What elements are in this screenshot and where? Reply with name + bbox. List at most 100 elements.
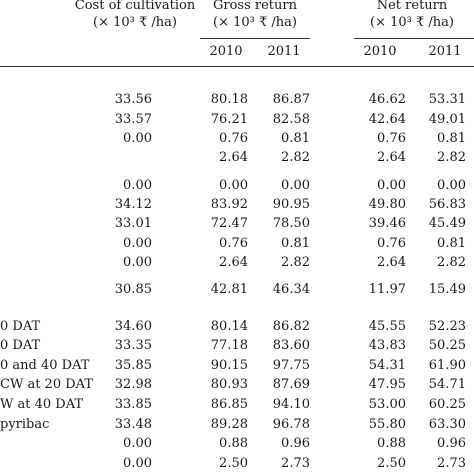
net-2011-cell: 45.49 — [428, 216, 466, 231]
net-2011-cell: 0.96 — [437, 436, 466, 451]
gross-2010-cell: 80.93 — [210, 377, 248, 392]
header-net-title: Net return — [376, 0, 448, 13]
gross-2010-cell: 2.64 — [219, 150, 248, 165]
cost-cell: 33.57 — [114, 112, 152, 127]
net-2010-cell: 46.62 — [368, 92, 406, 107]
cost-cell: 34.12 — [114, 197, 152, 212]
gross-2010-cell: 0.76 — [219, 131, 248, 146]
gross-2010-cell: 0.88 — [219, 436, 248, 451]
gross-2011-cell: 86.82 — [272, 319, 310, 334]
gross-2010-cell: 80.18 — [210, 92, 248, 107]
gross-2011-cell: 97.75 — [272, 358, 310, 373]
cost-cell: 34.60 — [114, 319, 152, 334]
net-2010-cell: 2.64 — [377, 255, 406, 270]
net-2011-cell: 60.25 — [428, 397, 466, 412]
net-2011-cell: 52.23 — [428, 319, 466, 334]
header-cost-title: Cost of cultivation — [74, 0, 196, 13]
net-2011-cell: 50.25 — [428, 338, 466, 353]
gross-2011-cell: 0.81 — [281, 131, 310, 146]
cost-cell: 33.01 — [114, 216, 152, 231]
net-2011-cell: 2.82 — [437, 255, 466, 270]
gross-2011-cell: 0.81 — [281, 236, 310, 251]
net-2010-cell: 55.80 — [368, 417, 406, 432]
cost-cell: 32.98 — [114, 377, 152, 392]
row-label-cell: 0 DAT — [0, 338, 41, 353]
gross-2010-cell: 0.00 — [219, 178, 248, 193]
cost-cell: 0.00 — [123, 178, 152, 193]
net-2010-cell: 2.50 — [377, 456, 406, 471]
net-2011-cell: 61.90 — [428, 358, 466, 373]
gross-2011-cell: 0.96 — [281, 436, 310, 451]
gross-2011-cell: 2.73 — [281, 456, 310, 471]
cost-cell: 0.00 — [123, 236, 152, 251]
net-2010-cell: 42.64 — [368, 112, 406, 127]
net-2011-cell: 0.81 — [437, 236, 466, 251]
net-2010-cell: 0.88 — [377, 436, 406, 451]
net-2010-cell: 54.31 — [368, 358, 406, 373]
cost-cell: 33.56 — [114, 92, 152, 107]
net-2011-cell: 2.73 — [437, 456, 466, 471]
net-2010-cell: 0.76 — [377, 236, 406, 251]
gross-2011-cell: 0.00 — [281, 178, 310, 193]
net-2011-cell: 0.81 — [437, 131, 466, 146]
row-label-cell: CW at 20 DAT — [0, 377, 93, 392]
net-spanner-rule — [354, 38, 474, 39]
net-2010-cell: 49.80 — [368, 197, 406, 212]
gross-2011-cell: 94.10 — [272, 397, 310, 412]
gross-2010-cell: 89.28 — [210, 417, 248, 432]
gross-2011-cell: 2.82 — [281, 255, 310, 270]
net-2011-cell: 0.00 — [437, 178, 466, 193]
header-gross-title: Gross return — [213, 0, 297, 13]
gross-2011-cell: 78.50 — [272, 216, 310, 231]
gross-2011-cell: 96.78 — [272, 417, 310, 432]
gross-2010-cell: 80.14 — [210, 319, 248, 334]
cost-cell: 0.00 — [123, 255, 152, 270]
gross-2011-cell: 86.87 — [272, 92, 310, 107]
gross-2010-cell: 2.64 — [219, 255, 248, 270]
row-label-cell: 0 DAT — [0, 319, 41, 334]
gross-2010-cell: 0.76 — [219, 236, 248, 251]
net-2011-cell: 56.83 — [428, 197, 466, 212]
net-2010-cell: 39.46 — [368, 216, 406, 231]
cost-cell: 33.35 — [114, 338, 152, 353]
net-2010-cell: 53.00 — [368, 397, 406, 412]
year-net-2010: 2010 — [363, 44, 397, 59]
net-2010-cell: 11.97 — [368, 282, 406, 297]
year-gross-2011: 2011 — [267, 44, 301, 59]
gross-2011-cell: 82.58 — [272, 112, 310, 127]
gross-2010-cell: 72.47 — [210, 216, 248, 231]
gross-2011-cell: 90.95 — [272, 197, 310, 212]
gross-2010-cell: 83.92 — [210, 197, 248, 212]
gross-2010-cell: 90.15 — [210, 358, 248, 373]
gross-2010-cell: 2.50 — [219, 456, 248, 471]
cost-cell: 30.85 — [114, 282, 152, 297]
header-gross-unit: (× 10³ ₹ /ha) — [213, 15, 297, 30]
cost-cell: 33.85 — [114, 397, 152, 412]
header-bottom-rule — [0, 66, 474, 67]
cost-cell: 35.85 — [114, 358, 152, 373]
net-2011-cell: 54.71 — [428, 377, 466, 392]
gross-2010-cell: 76.21 — [210, 112, 248, 127]
gross-2011-cell: 87.69 — [272, 377, 310, 392]
net-2010-cell: 47.95 — [368, 377, 406, 392]
net-2011-cell: 53.31 — [428, 92, 466, 107]
gross-2010-cell: 42.81 — [210, 282, 248, 297]
net-2010-cell: 2.64 — [377, 150, 406, 165]
header-cost-unit: (× 10³ ₹ /ha) — [93, 15, 177, 30]
header-net-unit: (× 10³ ₹ /ha) — [370, 15, 454, 30]
cost-cell: 33.48 — [114, 417, 152, 432]
net-2010-cell: 45.55 — [368, 319, 406, 334]
gross-2011-cell: 46.34 — [272, 282, 310, 297]
net-2011-cell: 15.49 — [428, 282, 466, 297]
row-label-cell: 0 and 40 DAT — [0, 358, 90, 373]
gross-spanner-rule — [200, 38, 310, 39]
cost-cell: 0.00 — [123, 436, 152, 451]
gross-2011-cell: 2.82 — [281, 150, 310, 165]
net-2011-cell: 2.82 — [437, 150, 466, 165]
year-net-2011: 2011 — [428, 44, 462, 59]
net-2011-cell: 63.30 — [428, 417, 466, 432]
year-gross-2010: 2010 — [209, 44, 243, 59]
cost-cell: 0.00 — [123, 131, 152, 146]
gross-2011-cell: 83.60 — [272, 338, 310, 353]
